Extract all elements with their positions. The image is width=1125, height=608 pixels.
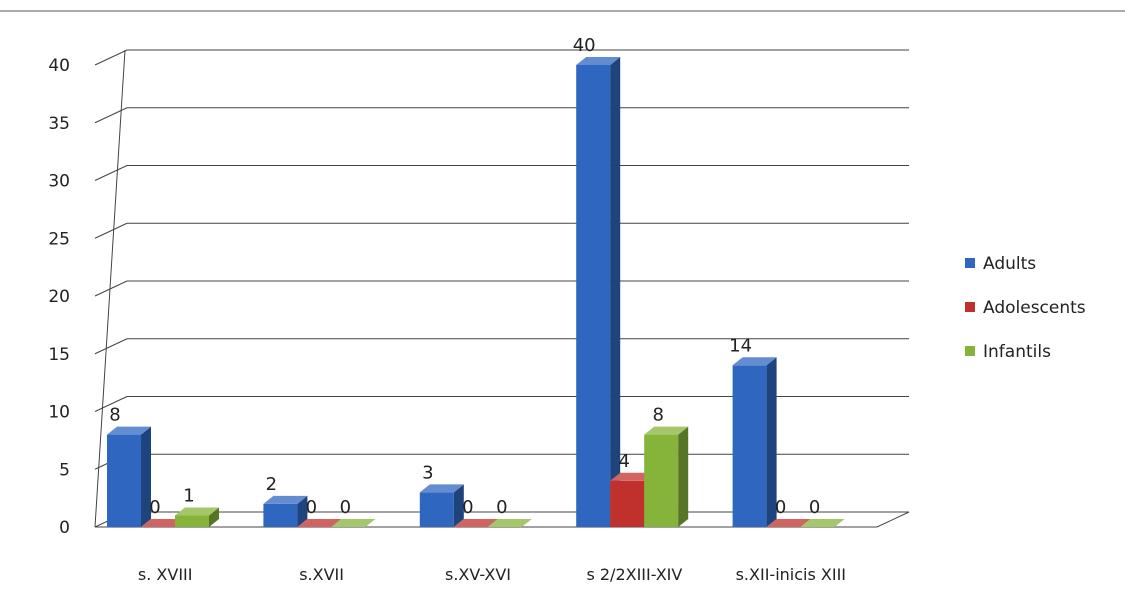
bar-adolescents	[297, 519, 342, 527]
bar-top	[331, 519, 376, 527]
bar-top	[175, 507, 219, 516]
bar-side	[610, 57, 621, 527]
data-label: 0	[809, 497, 820, 518]
legend-label: Adolescents	[983, 298, 1086, 318]
bar-front	[610, 480, 645, 527]
bar-top	[800, 519, 845, 527]
legend-label: Infantils	[983, 342, 1051, 362]
bar-side	[766, 357, 777, 527]
data-label: 0	[496, 497, 507, 518]
bar-adults	[576, 57, 621, 527]
bar-adults	[263, 495, 308, 527]
gridline-diagonal	[94, 107, 128, 124]
gridline-diagonal	[94, 396, 128, 412]
legend-swatch	[965, 346, 975, 356]
bar-front	[175, 515, 209, 527]
bar-adults	[732, 357, 777, 527]
data-label: 1	[183, 485, 194, 506]
bar-adolescents	[453, 519, 498, 527]
legend-swatch	[965, 302, 975, 312]
data-labels: 8 0 1 2 0 0 3 0 0 40 4 8 14 0 0	[109, 35, 820, 518]
gridline-diagonal	[94, 280, 128, 297]
bar-infantils	[175, 507, 219, 527]
gridline-diagonal	[94, 49, 128, 66]
gridline-diagonal	[94, 222, 128, 239]
bar-top	[263, 495, 308, 504]
bar-side	[209, 507, 219, 527]
data-label: 0	[340, 497, 351, 518]
data-label: 0	[306, 497, 317, 518]
legend-item-adults: Adults	[965, 254, 1036, 274]
chart-walls	[94, 49, 910, 528]
legend-label: Adults	[983, 254, 1036, 274]
data-label: 0	[775, 497, 786, 518]
x-category-label: s.XVII	[299, 565, 344, 584]
bar-front	[419, 492, 454, 527]
bar-side	[678, 426, 689, 527]
bar-infantils	[331, 519, 376, 527]
data-label: 3	[422, 462, 433, 483]
bar-adults	[419, 484, 464, 527]
data-label: 8	[652, 405, 663, 426]
y-axis-ticks: 0 5 10 15 20 25 30 35 40	[48, 56, 70, 538]
bar-front	[576, 65, 611, 527]
legend-item-adolescents: Adolescents	[965, 298, 1086, 318]
data-label: 8	[109, 405, 120, 426]
bar-front	[644, 434, 679, 527]
bar-front	[107, 434, 141, 527]
bar-top	[732, 357, 777, 366]
x-category-label: s.XII-inicis XIII	[736, 565, 846, 584]
bar-infantils	[644, 426, 689, 527]
y-tick-label: 10	[48, 403, 70, 423]
bar-side	[297, 495, 308, 527]
bar-side	[141, 426, 151, 527]
bar-top	[610, 472, 655, 481]
bar-adolescents	[141, 519, 185, 527]
bar-top	[141, 519, 185, 527]
bar-top	[107, 426, 151, 435]
bar-top	[766, 519, 811, 527]
legend-swatch	[965, 258, 975, 268]
y-tick-label: 40	[48, 56, 70, 76]
bar-front	[732, 365, 767, 527]
y-tick-label: 25	[48, 229, 70, 249]
y-tick-label: 0	[59, 518, 70, 538]
bar-front	[263, 503, 298, 527]
data-label: 14	[729, 335, 752, 356]
bar-top	[297, 519, 342, 527]
bar-top	[576, 57, 621, 65]
y-tick-label: 5	[59, 460, 70, 480]
data-label: 0	[462, 497, 473, 518]
y-tick-label: 30	[48, 172, 70, 192]
bar-infantils	[487, 519, 532, 527]
y-tick-label: 15	[48, 345, 70, 365]
bar-side	[453, 484, 464, 527]
data-label: 2	[266, 474, 277, 495]
data-label: 0	[149, 497, 160, 518]
bar-adolescents	[766, 519, 811, 527]
y-tick-label: 35	[48, 114, 70, 134]
bar-top	[644, 426, 689, 435]
bar-infantils	[800, 519, 845, 527]
bars	[107, 57, 845, 527]
legend: Adults Adolescents Infantils	[965, 254, 1086, 362]
bar-adults	[107, 426, 151, 527]
x-category-label: s.XV-XVI	[445, 565, 511, 584]
bar-top	[419, 484, 464, 493]
gridline-diagonal	[94, 338, 128, 355]
y-tick-label: 20	[48, 287, 70, 307]
x-category-label: s. XVIII	[138, 565, 193, 584]
data-label: 4	[618, 451, 629, 472]
x-category-label: s 2/2XIII-XIV	[586, 565, 682, 584]
x-axis-labels: s. XVIII s.XVII s.XV-XVI s 2/2XIII-XIV s.XII…	[138, 565, 846, 584]
gridline-diagonal	[94, 165, 128, 181]
bar-top	[487, 519, 532, 527]
gridlines	[94, 49, 909, 470]
bar-top	[453, 519, 498, 527]
data-label: 40	[573, 35, 596, 56]
legend-item-infantils: Infantils	[965, 342, 1051, 362]
